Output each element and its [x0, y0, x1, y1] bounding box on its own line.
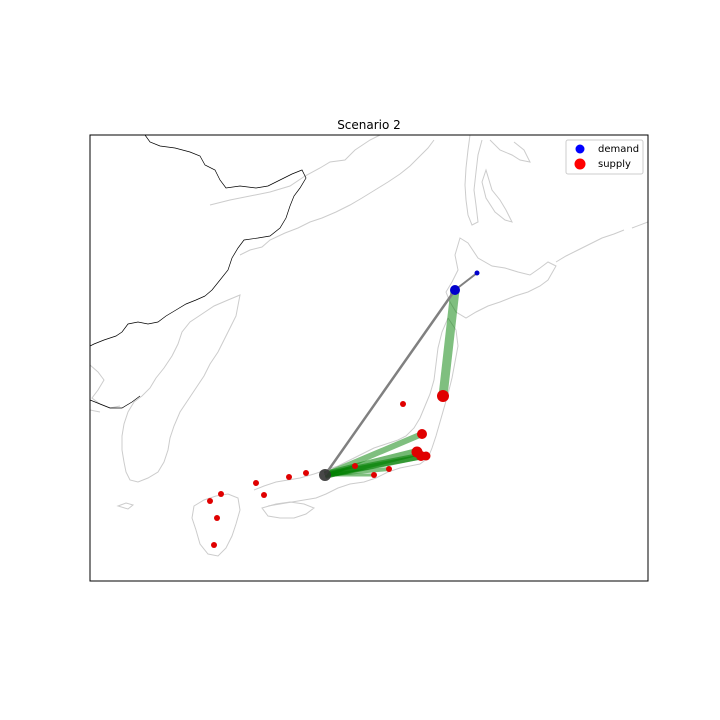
- legend-supply-label: supply: [598, 159, 631, 170]
- coastline-east: [481, 139, 531, 223]
- border-china-korea: [90, 295, 206, 347]
- border-layer: [90, 135, 307, 409]
- supply-node: [253, 480, 259, 486]
- coastline-jeju: [116, 502, 135, 510]
- coastline-korea: [121, 294, 241, 483]
- legend: demand supply: [565, 139, 644, 175]
- supply-node-layer: [207, 390, 449, 548]
- supply-node: [211, 542, 217, 548]
- map-title: Scenario 2: [337, 118, 401, 132]
- axes-frame: [89, 134, 649, 582]
- supply-node: [286, 474, 292, 480]
- demand-node: [450, 285, 460, 295]
- supply-node: [207, 498, 213, 504]
- flow-line: [438, 289, 460, 397]
- supply-node: [386, 466, 392, 472]
- supply-node: [352, 463, 358, 469]
- legend-demand-marker: [575, 144, 585, 154]
- border-russia-china: [144, 135, 307, 297]
- supply-node: [400, 401, 406, 407]
- coastline-layer: [90, 135, 648, 557]
- flow-line: [323, 289, 457, 476]
- demand-node: [319, 469, 331, 481]
- legend-demand-label: demand: [598, 144, 639, 155]
- coastline-honshu: [253, 317, 459, 507]
- supply-node: [417, 429, 427, 439]
- supply-node: [371, 472, 377, 478]
- supply-node: [214, 515, 220, 521]
- coastline-russia: [209, 135, 381, 206]
- coastline-sakhalin: [464, 135, 483, 226]
- coastline-china: [90, 364, 121, 413]
- coastline-shikoku: [261, 501, 316, 519]
- coastline-hokkaido: [445, 237, 557, 319]
- border-korea-dmz: [90, 395, 141, 409]
- demand-node-layer: [319, 270, 480, 481]
- supply-node: [303, 470, 309, 476]
- flow-layer: [323, 272, 478, 479]
- coastline-kurils: [555, 221, 648, 263]
- supply-node: [421, 451, 431, 461]
- legend-supply-marker: [574, 158, 586, 170]
- map-canvas: [90, 135, 648, 557]
- supply-node: [218, 491, 224, 497]
- demand-node: [474, 270, 480, 276]
- supply-node: [261, 492, 267, 498]
- supply-node: [437, 390, 449, 402]
- coastline-russia-lower: [239, 139, 435, 256]
